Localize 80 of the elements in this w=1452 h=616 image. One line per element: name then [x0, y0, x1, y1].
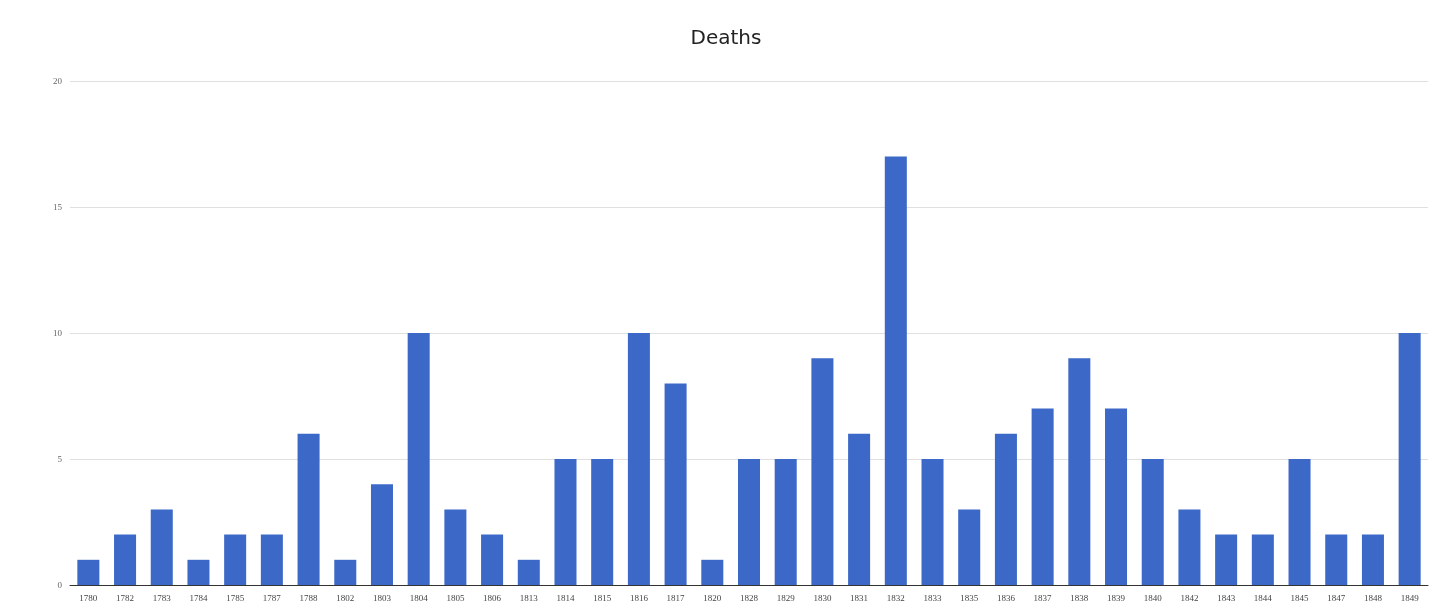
- y-tick-label: 5: [57, 454, 63, 464]
- bar: [664, 383, 687, 585]
- bar: [1325, 534, 1348, 585]
- bar: [260, 534, 283, 585]
- x-tick-label: 1802: [336, 592, 355, 603]
- x-tick-label: 1816: [629, 592, 649, 603]
- bar: [1105, 408, 1128, 585]
- bar: [1068, 358, 1091, 585]
- bar: [370, 484, 393, 585]
- bar: [481, 534, 504, 585]
- bar: [1141, 459, 1164, 585]
- bar: [958, 509, 981, 585]
- bar: [884, 156, 907, 585]
- x-tick-label: 1833: [923, 592, 943, 603]
- bar: [334, 559, 357, 585]
- x-tick-label: 1784: [189, 592, 208, 603]
- x-tick-label: 1837: [1033, 592, 1053, 603]
- bar: [701, 559, 724, 585]
- x-tick-label: 1839: [1107, 592, 1126, 603]
- x-tick-label: 1835: [960, 592, 979, 603]
- bar: [994, 433, 1017, 585]
- x-tick-label: 1838: [1070, 592, 1089, 603]
- bar: [848, 433, 871, 585]
- x-tick-label: 1783: [152, 592, 172, 603]
- bar: [1251, 534, 1274, 585]
- x-tick-label: 1832: [886, 592, 905, 603]
- bar: [517, 559, 540, 585]
- bar: [774, 459, 797, 585]
- x-tick-label: 1843: [1217, 592, 1236, 603]
- y-tick-label: 15: [53, 202, 63, 212]
- y-tick-label: 0: [57, 580, 63, 590]
- x-tick-label: 1780: [79, 592, 98, 603]
- x-tick-label: 1845: [1290, 592, 1310, 603]
- x-tick-label: 1805: [446, 592, 465, 603]
- bar: [150, 509, 173, 585]
- bar: [1215, 534, 1238, 585]
- x-tick-label: 1844: [1253, 592, 1273, 603]
- x-tick-label: 1782: [116, 592, 135, 603]
- x-tick-label: 1820: [703, 592, 722, 603]
- bar: [224, 534, 247, 585]
- bar: [1398, 333, 1421, 585]
- y-tick-label: 10: [53, 328, 63, 338]
- bar: [811, 358, 834, 585]
- x-tick-label: 1788: [299, 592, 319, 603]
- x-tick-label: 1847: [1327, 592, 1346, 603]
- bar: [114, 534, 137, 585]
- x-tick-label: 1803: [372, 592, 392, 603]
- x-tick-label: 1785: [226, 592, 245, 603]
- bar: [627, 333, 650, 585]
- chart-title: Deaths: [690, 25, 762, 49]
- bar: [187, 559, 210, 585]
- bar: [1361, 534, 1384, 585]
- x-tick-label: 1848: [1363, 592, 1383, 603]
- bar: [1178, 509, 1201, 585]
- x-tick-label: 1829: [776, 592, 796, 603]
- bar: [444, 509, 467, 585]
- bar: [1031, 408, 1054, 585]
- x-tick-label: 1813: [519, 592, 539, 603]
- x-tick-label: 1806: [483, 592, 502, 603]
- x-tick-label: 1836: [996, 592, 1016, 603]
- x-tick-label: 1849: [1400, 592, 1420, 603]
- bar: [77, 559, 100, 585]
- x-tick-label: 1814: [556, 592, 575, 603]
- bar: [591, 459, 614, 585]
- bar: [921, 459, 944, 585]
- bar: [737, 459, 761, 585]
- x-tick-label: 1840: [1143, 592, 1163, 603]
- x-tick-label: 1828: [740, 592, 759, 603]
- bar: [407, 333, 430, 585]
- x-tick-label: 1830: [813, 592, 832, 603]
- x-tick-label: 1815: [593, 592, 612, 603]
- bar: [297, 433, 320, 585]
- bar: [554, 459, 577, 585]
- bar: [1288, 459, 1311, 585]
- x-tick-label: 1804: [409, 592, 429, 603]
- x-tick-label: 1817: [666, 592, 686, 603]
- y-tick-label: 20: [53, 76, 63, 86]
- x-tick-label: 1831: [850, 592, 869, 603]
- x-tick-label: 1787: [262, 592, 282, 603]
- x-tick-label: 1842: [1180, 592, 1199, 603]
